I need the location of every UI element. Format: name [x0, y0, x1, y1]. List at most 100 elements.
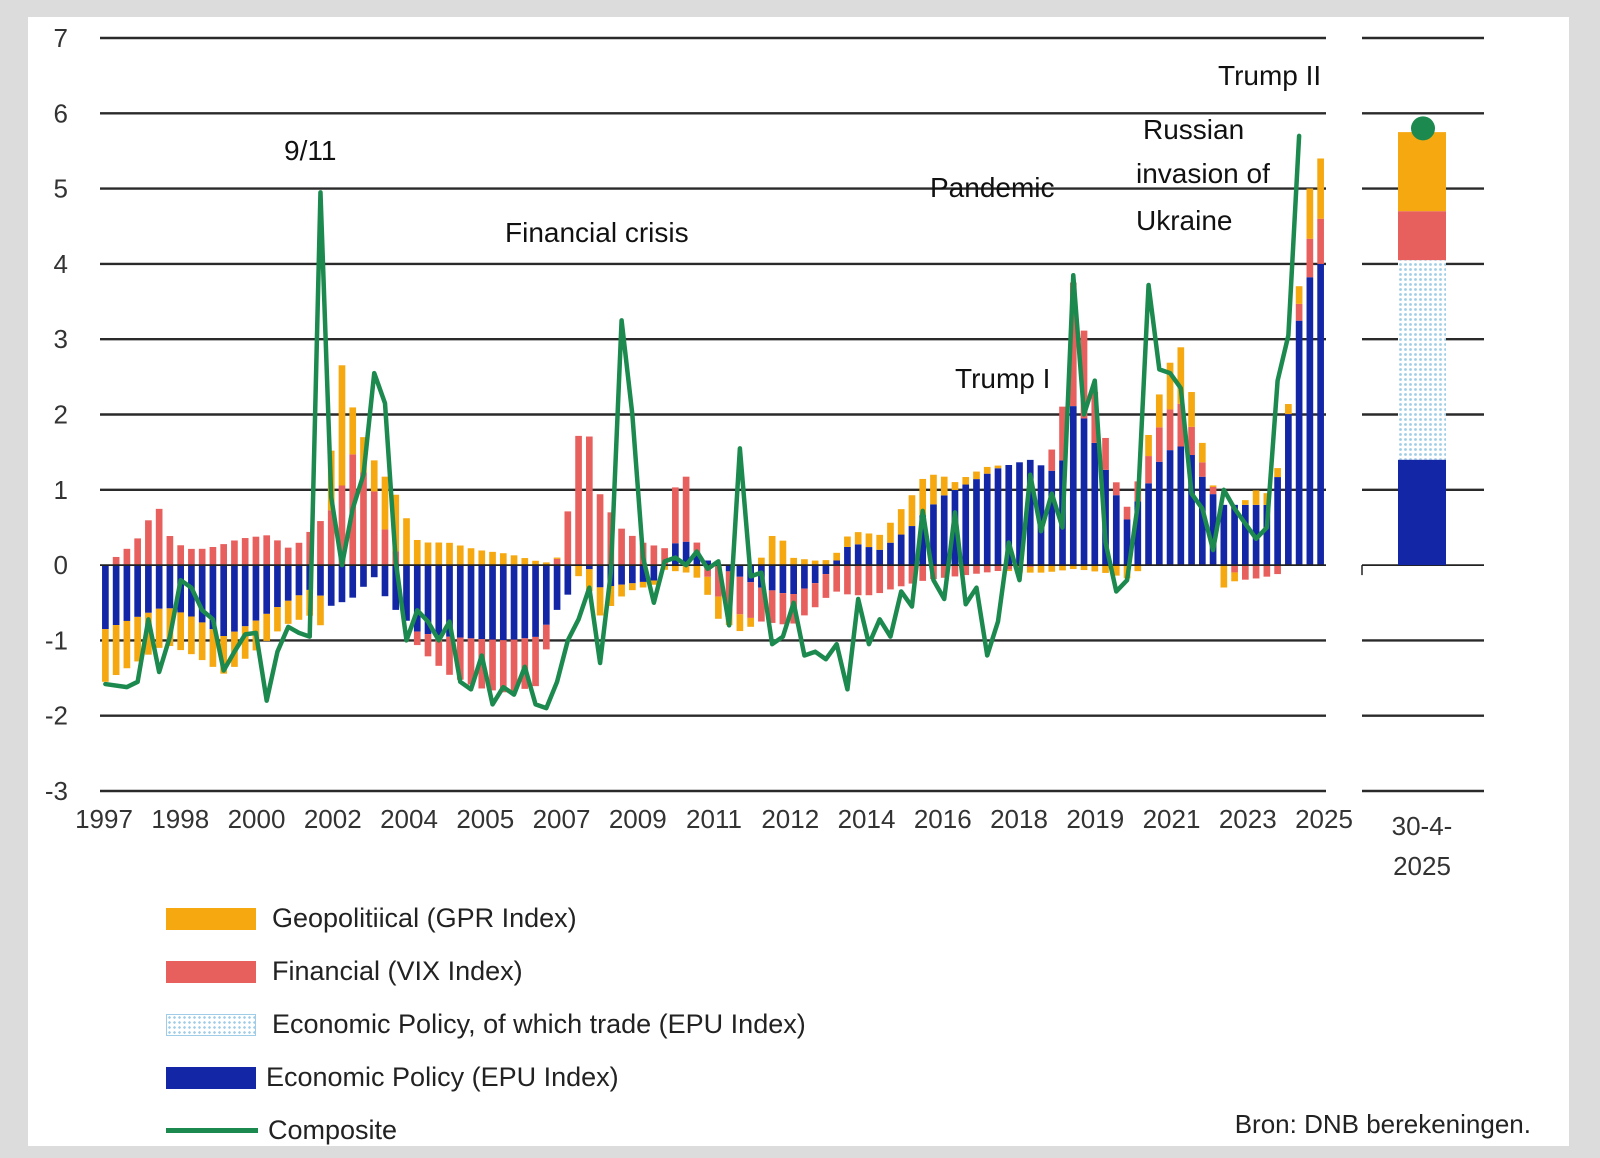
legend-label: Geopolitiical (GPR Index) — [272, 903, 577, 933]
bar-segment-gpr — [596, 587, 604, 616]
bar-segment-vix — [220, 544, 228, 566]
bar-segment-gpr — [467, 548, 475, 566]
bar-segment-vix — [177, 545, 184, 566]
x-tick-label: 2002 — [304, 804, 362, 834]
bar-segment-epu — [887, 542, 894, 566]
bar-segment-epu — [1134, 501, 1142, 566]
x-tick-label: 1998 — [151, 804, 209, 834]
bar-segment-gpr — [489, 551, 496, 566]
bar-segment-epu — [1188, 455, 1195, 566]
bar-segment-vix — [521, 638, 529, 689]
bar-segment-vix — [446, 636, 453, 675]
bar-segment-gpr — [639, 581, 647, 588]
bar-segment-epu — [650, 565, 658, 581]
bar-segment-vix — [532, 636, 539, 687]
bar-segment-gpr — [919, 478, 927, 516]
bar-segment-vix — [758, 587, 765, 622]
bar-segment-gpr — [532, 560, 539, 566]
bar-segment-epu — [123, 565, 131, 621]
bar-segment-vix — [629, 535, 636, 566]
bar-segment-vix — [844, 565, 851, 595]
y-tick-label: 5 — [54, 174, 68, 204]
bar-segment-epu — [1112, 495, 1120, 566]
bar-segment-epu — [1306, 277, 1314, 566]
bar-segment-epu — [973, 479, 980, 566]
bar-segment-gpr — [446, 542, 453, 566]
bar-segment-gpr — [607, 585, 615, 606]
bar-segment-gpr — [424, 542, 432, 566]
bar-segment-epu — [682, 541, 690, 566]
x-tick-label: 2000 — [228, 804, 286, 834]
bar-segment-vix — [166, 536, 174, 566]
annotation-label: Trump I — [955, 363, 1050, 394]
bar-segment-gpr — [349, 407, 357, 455]
bar-segment-epu — [1198, 476, 1206, 566]
uncertainty-chart: -3 -2 -1 0 1 2 3 4 5 6 7 1997 1998 2000 2002 2004 2005 2… — [45, 23, 1484, 881]
y-tick-label: -1 — [45, 625, 68, 655]
bar-segment-gpr — [123, 620, 131, 669]
bar-segment-gpr — [693, 565, 701, 578]
annotation-label: invasion of — [1136, 158, 1270, 189]
bar-segment-gpr — [177, 612, 184, 651]
bar-segment-gpr — [1134, 565, 1142, 572]
bar-segment-vix — [1123, 506, 1131, 520]
bar-segment-gpr — [1274, 468, 1281, 478]
bar-segment-epu — [1177, 446, 1185, 566]
bar-segment-epu — [919, 515, 927, 566]
legend-item-epu: Economic Policy (EPU Index) — [166, 1051, 806, 1104]
bar-segment-vix — [489, 639, 496, 691]
legend-item-composite: Composite — [166, 1104, 806, 1157]
bar-segment-epu — [629, 565, 636, 584]
y-tick-label: 6 — [54, 98, 68, 128]
bar-segment-vix — [542, 624, 550, 650]
bar-segment-epu — [768, 565, 776, 591]
legend-label: Financial (VIX Index) — [272, 956, 523, 986]
bar-segment-gpr — [844, 536, 851, 547]
bar-segment-gpr — [672, 565, 679, 572]
legend-swatch-trade — [166, 1013, 256, 1036]
bar-segment-gpr — [220, 636, 228, 674]
bar-segment-epu — [521, 565, 529, 639]
bar-segment-gpr — [542, 562, 550, 566]
bar-segment-epu — [338, 565, 346, 603]
bar-segment-vix — [381, 529, 389, 566]
bar-segment-epu — [1016, 462, 1023, 566]
bar-segment-epu — [370, 565, 378, 578]
bar-segment-vix — [274, 540, 281, 566]
bar-segment-vix — [284, 547, 292, 566]
x-tick-label: 1997 — [75, 804, 133, 834]
bar-segment-gpr — [1231, 572, 1238, 582]
bar-segment-vix — [510, 639, 518, 692]
bar-segment-epu — [360, 565, 367, 587]
bar-segment-gpr — [112, 625, 120, 676]
bar-segment-vix — [908, 565, 916, 584]
bar-segment-vix — [241, 538, 249, 566]
bar-segment-vix — [370, 491, 378, 566]
bar-segment-epu — [940, 495, 948, 566]
bar-segment-gpr — [951, 482, 959, 490]
bar-segment-vix — [553, 558, 561, 566]
bar-segment-gpr — [1188, 392, 1195, 427]
bar-segment-epu — [596, 565, 604, 588]
bar-segment-vix — [1102, 437, 1109, 470]
y-tick-label: 1 — [54, 475, 68, 505]
bar-segment-epu — [155, 565, 163, 609]
legend: Geopolitiical (GPR Index) Financial (VIX… — [166, 892, 806, 1157]
bar-segment-vix — [575, 435, 582, 566]
bar-segment-epu — [220, 565, 228, 637]
bar-segment-gpr — [779, 540, 787, 566]
bar-segment-gpr — [134, 616, 141, 662]
bar-segment-epu — [1274, 477, 1281, 566]
bar-segment-gpr — [413, 539, 421, 566]
bar-segment-gpr — [1252, 490, 1260, 505]
bar-segment-epu — [1005, 465, 1013, 566]
bar-segment-epu — [112, 565, 120, 626]
bar-segment-epu — [413, 565, 421, 632]
bar-segment-epu — [274, 565, 281, 608]
bar-segment-epu — [983, 473, 991, 566]
bar-segment-epu — [962, 484, 970, 566]
bar-segment-vix — [1188, 426, 1195, 456]
bar-segment-gpr — [1242, 500, 1249, 505]
bar-segment-gpr — [704, 576, 711, 595]
bar-segment-vix — [747, 582, 754, 618]
